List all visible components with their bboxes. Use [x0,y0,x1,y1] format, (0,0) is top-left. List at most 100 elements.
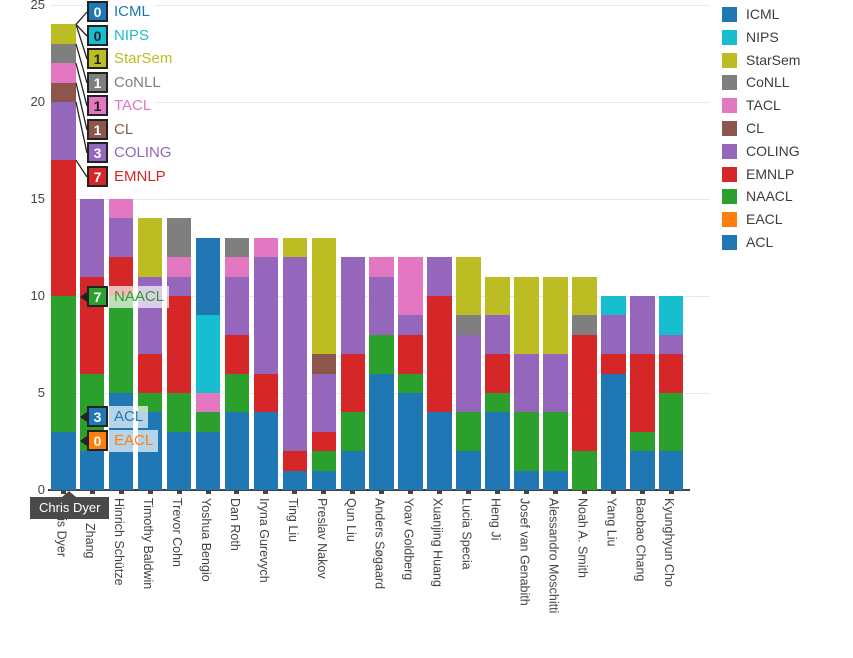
bar-segment-emnlp[interactable] [79,276,105,374]
bar-segment-conll[interactable] [166,218,192,258]
bar-segment-coling[interactable] [311,373,337,432]
bar-segment-conll[interactable] [456,315,481,335]
bar-segment-acl[interactable] [166,431,192,490]
legend-swatch-cl[interactable] [722,121,737,136]
bar-segment-naacl[interactable] [398,373,423,393]
bar-segment-emnlp[interactable] [253,373,279,413]
bar-segment-tacl[interactable] [253,237,279,258]
bar-segment-acl[interactable] [195,431,221,490]
bar-segment-starsem[interactable] [282,237,308,258]
bar-segment-tacl[interactable] [398,257,423,316]
bar-segment-coling[interactable] [601,315,626,355]
bar-segment-conll[interactable] [51,43,76,64]
legend-swatch-emnlp[interactable] [722,166,737,182]
bar-segment-nips[interactable] [195,315,221,393]
bar-segment-acl[interactable] [485,412,510,490]
bar-segment-naacl[interactable] [108,296,134,393]
bar-segment-coling[interactable] [485,315,510,355]
bar-segment-naacl[interactable] [572,451,597,490]
bar-segment-cl[interactable] [311,354,337,374]
legend-swatch-starsem[interactable] [722,52,737,68]
bar-segment-emnlp[interactable] [311,431,337,452]
bar-segment-tacl[interactable] [195,393,221,413]
legend-label-coling[interactable]: COLING [746,142,800,159]
bar-segment-acl[interactable] [137,412,163,490]
bar-segment-coling[interactable] [108,218,134,258]
bar-segment-coling[interactable] [427,257,452,296]
bar-segment-tacl[interactable] [369,257,394,277]
bar-segment-tacl[interactable] [166,257,192,277]
bar-segment-emnlp[interactable] [282,451,308,471]
bar-segment-acl[interactable] [456,451,481,490]
bar-segment-starsem[interactable] [572,276,597,316]
bar-segment-coling[interactable] [79,199,105,277]
bar-segment-acl[interactable] [108,393,134,490]
bar-segment-tacl[interactable] [51,63,76,83]
legend-swatch-conll[interactable] [722,75,737,91]
legend-label-starsem[interactable]: StarSem [746,51,801,68]
bar-segment-conll[interactable] [224,237,250,258]
bar-segment-emnlp[interactable] [572,334,597,452]
bar-segment-acl[interactable] [601,373,626,490]
bar-segment-naacl[interactable] [51,296,76,432]
legend-label-naacl[interactable]: NAACL [746,188,793,205]
legend-label-nips[interactable]: NIPS [746,28,779,45]
legend-label-conll[interactable]: CoNLL [746,74,790,91]
bar-segment-coling[interactable] [543,354,568,413]
bar-segment-coling[interactable] [398,315,423,335]
bar-segment-starsem[interactable] [543,276,568,355]
legend-label-emnlp[interactable]: EMNLP [746,165,795,182]
bar-segment-acl[interactable] [658,451,684,490]
legend-swatch-coling[interactable] [722,143,737,159]
bar-segment-acl[interactable] [514,470,539,490]
bar-segment-tacl[interactable] [224,257,250,277]
legend-label-icml[interactable]: ICML [746,6,780,22]
bar-segment-emnlp[interactable] [340,354,365,413]
bar-segment-acl[interactable] [369,373,394,490]
bar-segment-naacl[interactable] [485,393,510,413]
bar-segment-emnlp[interactable] [485,354,510,393]
bar-segment-starsem[interactable] [514,276,539,355]
bar-segment-acl[interactable] [224,412,250,490]
bar-segment-naacl[interactable] [658,393,684,452]
bar-segment-emnlp[interactable] [108,257,134,296]
bar-segment-acl[interactable] [79,451,105,490]
legend-swatch-eacl[interactable] [722,212,737,228]
bar-segment-acl[interactable] [398,393,423,490]
bar-segment-emnlp[interactable] [601,354,626,374]
bar-segment-coling[interactable] [514,354,539,413]
bar-segment-coling[interactable] [340,257,365,355]
bar-segment-starsem[interactable] [137,218,163,277]
bar-segment-naacl[interactable] [543,412,568,471]
bar-segment-starsem[interactable] [311,237,337,355]
bar-segment-nips[interactable] [658,296,684,335]
bar-segment-conll[interactable] [572,315,597,335]
bar-segment-coling[interactable] [224,276,250,335]
bar-segment-coling[interactable] [137,276,163,355]
bar-segment-naacl[interactable] [456,412,481,452]
legend-swatch-nips[interactable] [722,29,737,45]
legend-swatch-tacl[interactable] [722,98,737,114]
bar-segment-naacl[interactable] [224,373,250,413]
bar-segment-acl[interactable] [282,470,308,490]
bar-segment-naacl[interactable] [514,412,539,471]
bar-segment-nips[interactable] [601,296,626,316]
bar-segment-naacl[interactable] [340,412,365,452]
legend-swatch-icml[interactable] [722,7,737,22]
bar-segment-emnlp[interactable] [224,334,250,374]
bar-segment-emnlp[interactable] [137,354,163,393]
bar-segment-naacl[interactable] [311,451,337,471]
bar-segment-acl[interactable] [427,412,452,490]
bar-segment-coling[interactable] [253,257,279,374]
bar-segment-emnlp[interactable] [658,354,684,393]
legend-label-acl[interactable]: ACL [746,234,774,250]
bar-segment-acl[interactable] [51,431,76,490]
bar-segment-emnlp[interactable] [166,296,192,393]
bar-segment-naacl[interactable] [195,412,221,432]
bar-segment-acl[interactable] [253,412,279,490]
legend-swatch-acl[interactable] [722,235,737,250]
bar-segment-acl[interactable] [630,451,655,490]
legend-label-eacl[interactable]: EACL [746,211,783,228]
bar-segment-naacl[interactable] [137,393,163,413]
bar-segment-cl[interactable] [51,82,76,102]
